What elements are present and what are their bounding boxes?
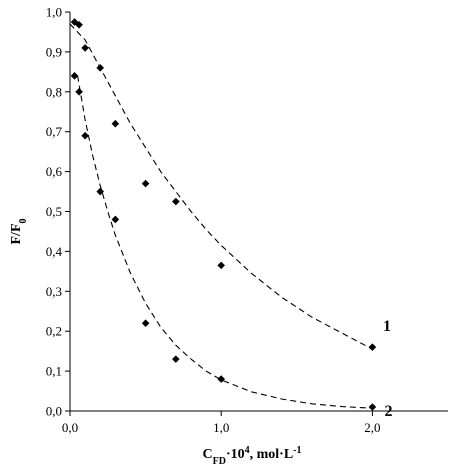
- y-tick-label: 0,2: [46, 324, 62, 339]
- y-tick-label: 0,3: [46, 284, 62, 299]
- data-point-series-2: [172, 355, 180, 363]
- fit-curve-2: [77, 75, 373, 409]
- axes: 0,0 0,1 0,2 0,3 0,4 0,5 0,6 0,7 0,8 0,9 1,0 0,0 1,0 2…: [46, 5, 448, 435]
- data-point-series-1: [217, 261, 225, 270]
- data-point-series-1: [368, 343, 377, 351]
- y-tick-label: 0,5: [46, 204, 62, 219]
- data-point-series-2: [217, 375, 225, 383]
- y-tick-label: 0,9: [46, 44, 62, 59]
- data-point-series-1: [81, 44, 89, 52]
- curve-labels: 12: [383, 318, 393, 420]
- data-points: [70, 18, 377, 411]
- curve-label-1: 1: [383, 318, 391, 335]
- y-tick-label: 0,6: [46, 164, 63, 179]
- data-point-series-2: [70, 72, 79, 80]
- data-point-series-1: [111, 119, 120, 128]
- data-point-series-2: [141, 319, 150, 328]
- data-point-series-2: [368, 403, 377, 411]
- fit-curve-1: [69, 23, 373, 350]
- x-axis-label: CFD·104, mol·L-1: [202, 445, 301, 467]
- data-point-series-1: [96, 64, 105, 72]
- y-tick-label: 0,4: [46, 244, 63, 259]
- y-axis-label: F/F0: [9, 219, 29, 245]
- x-tick-label: 2,0: [364, 420, 380, 435]
- fit-curves: [69, 23, 373, 409]
- y-tick-label: 1,0: [46, 5, 62, 20]
- data-point-series-2: [96, 187, 105, 196]
- data-point-series-2: [111, 215, 120, 224]
- x-tick-label: 0,0: [62, 420, 78, 435]
- data-point-series-2: [75, 88, 83, 96]
- y-tick-label: 0,8: [46, 84, 62, 99]
- x-tick-label: 1,0: [213, 420, 229, 435]
- y-tick-label: 0,7: [46, 124, 63, 139]
- data-point-series-1: [172, 197, 180, 206]
- curve-label-2: 2: [384, 403, 392, 420]
- y-tick-label: 0,1: [46, 364, 62, 379]
- data-point-series-1: [75, 20, 83, 29]
- y-tick-label: 0,0: [46, 404, 62, 419]
- data-point-series-1: [141, 179, 150, 188]
- data-point-series-2: [81, 131, 89, 140]
